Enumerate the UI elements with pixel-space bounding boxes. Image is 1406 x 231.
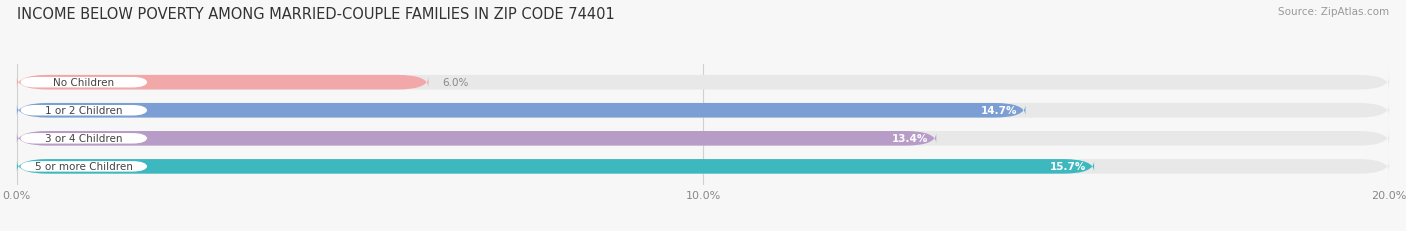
FancyBboxPatch shape xyxy=(17,76,429,90)
FancyBboxPatch shape xyxy=(17,131,936,146)
FancyBboxPatch shape xyxy=(20,78,148,88)
Text: 3 or 4 Children: 3 or 4 Children xyxy=(45,134,122,144)
FancyBboxPatch shape xyxy=(17,159,1389,174)
Text: 15.7%: 15.7% xyxy=(1049,162,1085,172)
FancyBboxPatch shape xyxy=(20,161,148,172)
Text: 6.0%: 6.0% xyxy=(443,78,468,88)
FancyBboxPatch shape xyxy=(17,103,1025,118)
FancyBboxPatch shape xyxy=(17,103,1389,118)
Text: INCOME BELOW POVERTY AMONG MARRIED-COUPLE FAMILIES IN ZIP CODE 74401: INCOME BELOW POVERTY AMONG MARRIED-COUPL… xyxy=(17,7,614,22)
FancyBboxPatch shape xyxy=(20,134,148,144)
FancyBboxPatch shape xyxy=(17,131,1389,146)
FancyBboxPatch shape xyxy=(17,159,1094,174)
Text: Source: ZipAtlas.com: Source: ZipAtlas.com xyxy=(1278,7,1389,17)
Text: No Children: No Children xyxy=(53,78,114,88)
FancyBboxPatch shape xyxy=(17,76,1389,90)
Text: 14.7%: 14.7% xyxy=(981,106,1018,116)
Text: 5 or more Children: 5 or more Children xyxy=(35,162,132,172)
FancyBboxPatch shape xyxy=(20,106,148,116)
Text: 13.4%: 13.4% xyxy=(891,134,928,144)
Text: 1 or 2 Children: 1 or 2 Children xyxy=(45,106,122,116)
